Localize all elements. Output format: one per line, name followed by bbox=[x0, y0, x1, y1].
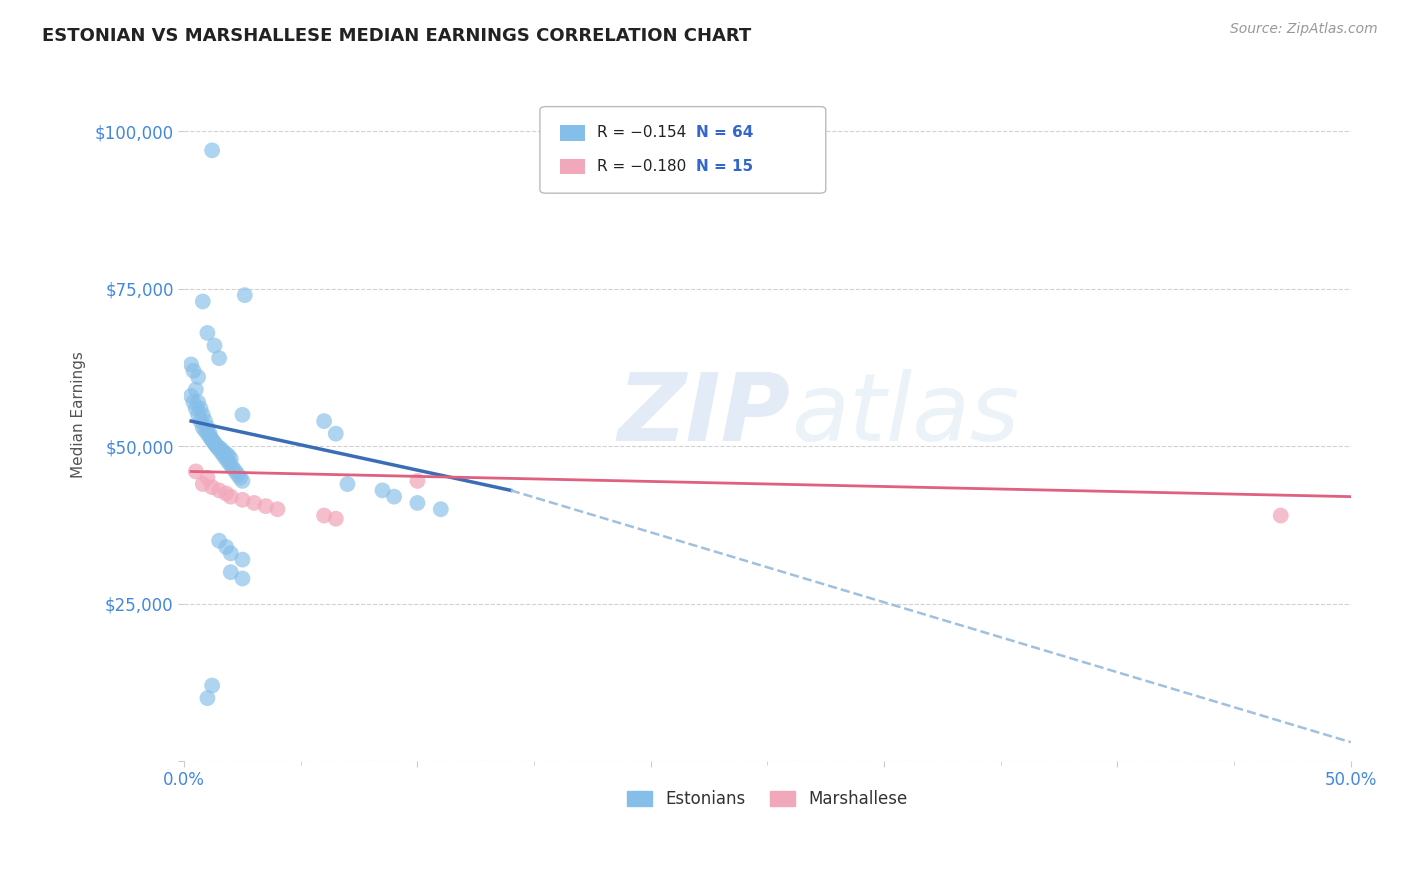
Text: N = 15: N = 15 bbox=[696, 160, 754, 174]
Point bbox=[183, 364, 205, 378]
Text: ESTONIAN VS MARSHALLESE MEDIAN EARNINGS CORRELATION CHART: ESTONIAN VS MARSHALLESE MEDIAN EARNINGS … bbox=[42, 27, 751, 45]
Point bbox=[231, 408, 253, 422]
Point bbox=[226, 467, 249, 482]
Point bbox=[198, 430, 221, 444]
Point bbox=[219, 451, 242, 466]
Point bbox=[208, 483, 231, 498]
Point bbox=[325, 511, 347, 525]
Point bbox=[371, 483, 394, 498]
Point bbox=[197, 471, 219, 485]
FancyBboxPatch shape bbox=[540, 107, 825, 194]
Point bbox=[211, 442, 233, 457]
Point bbox=[231, 572, 253, 586]
Point bbox=[191, 294, 214, 309]
Point bbox=[229, 471, 252, 485]
Point bbox=[219, 458, 242, 472]
Text: Source: ZipAtlas.com: Source: ZipAtlas.com bbox=[1230, 22, 1378, 37]
Point bbox=[233, 288, 256, 302]
Text: N = 64: N = 64 bbox=[696, 126, 754, 140]
Point bbox=[208, 533, 231, 548]
Point bbox=[204, 436, 226, 450]
Point bbox=[222, 461, 245, 475]
Point bbox=[208, 441, 231, 455]
Point bbox=[219, 565, 242, 579]
Point bbox=[191, 408, 214, 422]
Text: R = −0.180: R = −0.180 bbox=[598, 160, 686, 174]
Point bbox=[314, 414, 336, 428]
Point bbox=[201, 144, 224, 158]
Point bbox=[208, 442, 231, 457]
Text: R = −0.154: R = −0.154 bbox=[598, 126, 686, 140]
Point bbox=[325, 426, 347, 441]
Point bbox=[201, 679, 224, 693]
Point bbox=[201, 480, 224, 494]
Point bbox=[201, 433, 224, 447]
Point bbox=[217, 449, 239, 463]
Point bbox=[215, 451, 238, 466]
Point bbox=[224, 465, 246, 479]
Point bbox=[231, 474, 253, 488]
Point bbox=[183, 395, 205, 409]
Point bbox=[215, 486, 238, 500]
Point bbox=[231, 552, 253, 566]
Point bbox=[191, 477, 214, 491]
Point bbox=[406, 496, 429, 510]
Point bbox=[314, 508, 336, 523]
Point bbox=[205, 439, 228, 453]
Point bbox=[184, 401, 207, 416]
Point bbox=[194, 414, 217, 428]
Point bbox=[198, 426, 221, 441]
Point bbox=[197, 326, 219, 340]
Point bbox=[266, 502, 288, 516]
FancyBboxPatch shape bbox=[560, 160, 585, 175]
Point bbox=[184, 383, 207, 397]
Point bbox=[243, 496, 266, 510]
Point bbox=[406, 474, 429, 488]
Point bbox=[197, 691, 219, 706]
Point bbox=[429, 502, 451, 516]
Point bbox=[382, 490, 405, 504]
Point bbox=[197, 426, 219, 441]
Point bbox=[187, 408, 209, 422]
Y-axis label: Median Earnings: Median Earnings bbox=[72, 351, 86, 478]
Point bbox=[204, 436, 226, 450]
Legend: Estonians, Marshallese: Estonians, Marshallese bbox=[620, 784, 915, 815]
Point bbox=[190, 414, 212, 428]
Point bbox=[201, 433, 224, 447]
Point bbox=[211, 445, 233, 459]
Point bbox=[191, 420, 214, 434]
Point bbox=[217, 455, 239, 469]
Point bbox=[180, 389, 202, 403]
Point bbox=[212, 445, 235, 459]
Point bbox=[208, 351, 231, 365]
Point bbox=[184, 465, 207, 479]
Point bbox=[187, 395, 209, 409]
Point bbox=[254, 499, 277, 513]
Point bbox=[336, 477, 359, 491]
Point bbox=[197, 420, 219, 434]
Text: atlas: atlas bbox=[790, 369, 1019, 460]
Point bbox=[180, 358, 202, 372]
Point bbox=[187, 370, 209, 384]
Point bbox=[219, 546, 242, 560]
Text: ZIP: ZIP bbox=[617, 368, 790, 461]
FancyBboxPatch shape bbox=[560, 125, 585, 141]
Point bbox=[194, 424, 217, 438]
Point bbox=[215, 540, 238, 554]
Point bbox=[204, 338, 226, 352]
Point bbox=[231, 492, 253, 507]
Point bbox=[205, 439, 228, 453]
Point bbox=[215, 447, 238, 461]
Point bbox=[1270, 508, 1292, 523]
Point bbox=[190, 401, 212, 416]
Point bbox=[212, 449, 235, 463]
Point bbox=[219, 490, 242, 504]
